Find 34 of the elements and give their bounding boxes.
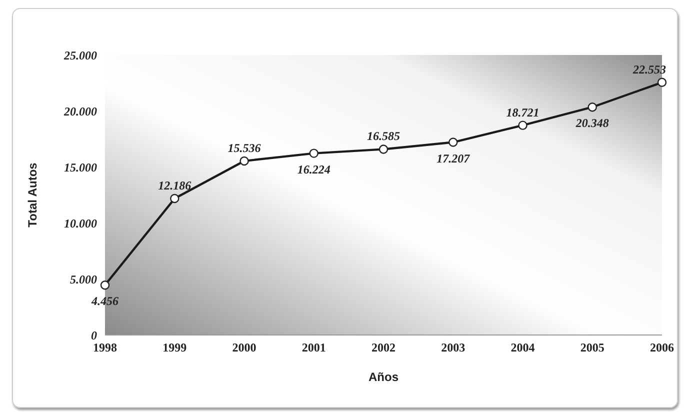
- x-tick-label: 2000: [232, 340, 256, 355]
- y-tick-label: 10.000: [64, 216, 97, 230]
- point: [378, 144, 388, 154]
- data-label: 18.721: [506, 105, 540, 120]
- y-tick-label: 20.000: [63, 104, 97, 118]
- y-axis-title: Total Autos: [25, 162, 40, 228]
- y-tick-label: 25.000: [63, 48, 97, 62]
- x-tick-label: 2004: [510, 340, 535, 355]
- x-tick-label: 2006: [650, 340, 674, 355]
- data-label: 12.186: [158, 178, 192, 193]
- x-tick-label: 1999: [162, 340, 187, 355]
- x-tick-label: 2005: [580, 340, 604, 355]
- y-tick-label: 15.000: [64, 160, 97, 174]
- data-label: 17.207: [436, 151, 471, 166]
- point: [100, 280, 110, 290]
- data-label: 16.224: [297, 162, 330, 176]
- x-tick-label: 2003: [441, 340, 466, 355]
- x-axis-title: Años: [368, 370, 399, 384]
- point: [448, 138, 458, 147]
- point: [240, 156, 249, 166]
- data-label: 15.536: [228, 140, 261, 155]
- point: [309, 148, 318, 158]
- x-tick-label: 2001: [302, 340, 326, 355]
- point: [657, 78, 667, 88]
- data-label: 4.456: [90, 294, 118, 308]
- point: [588, 102, 597, 112]
- y-tick-label: 5.000: [70, 272, 97, 286]
- data-label: 16.585: [367, 129, 400, 144]
- data-label: 20.348: [574, 116, 609, 130]
- point: [170, 194, 180, 204]
- y-tick-label: 0: [91, 328, 97, 342]
- x-tick-label: 1998: [93, 340, 117, 355]
- x-tick-label: 2002: [372, 340, 396, 355]
- point: [518, 120, 528, 130]
